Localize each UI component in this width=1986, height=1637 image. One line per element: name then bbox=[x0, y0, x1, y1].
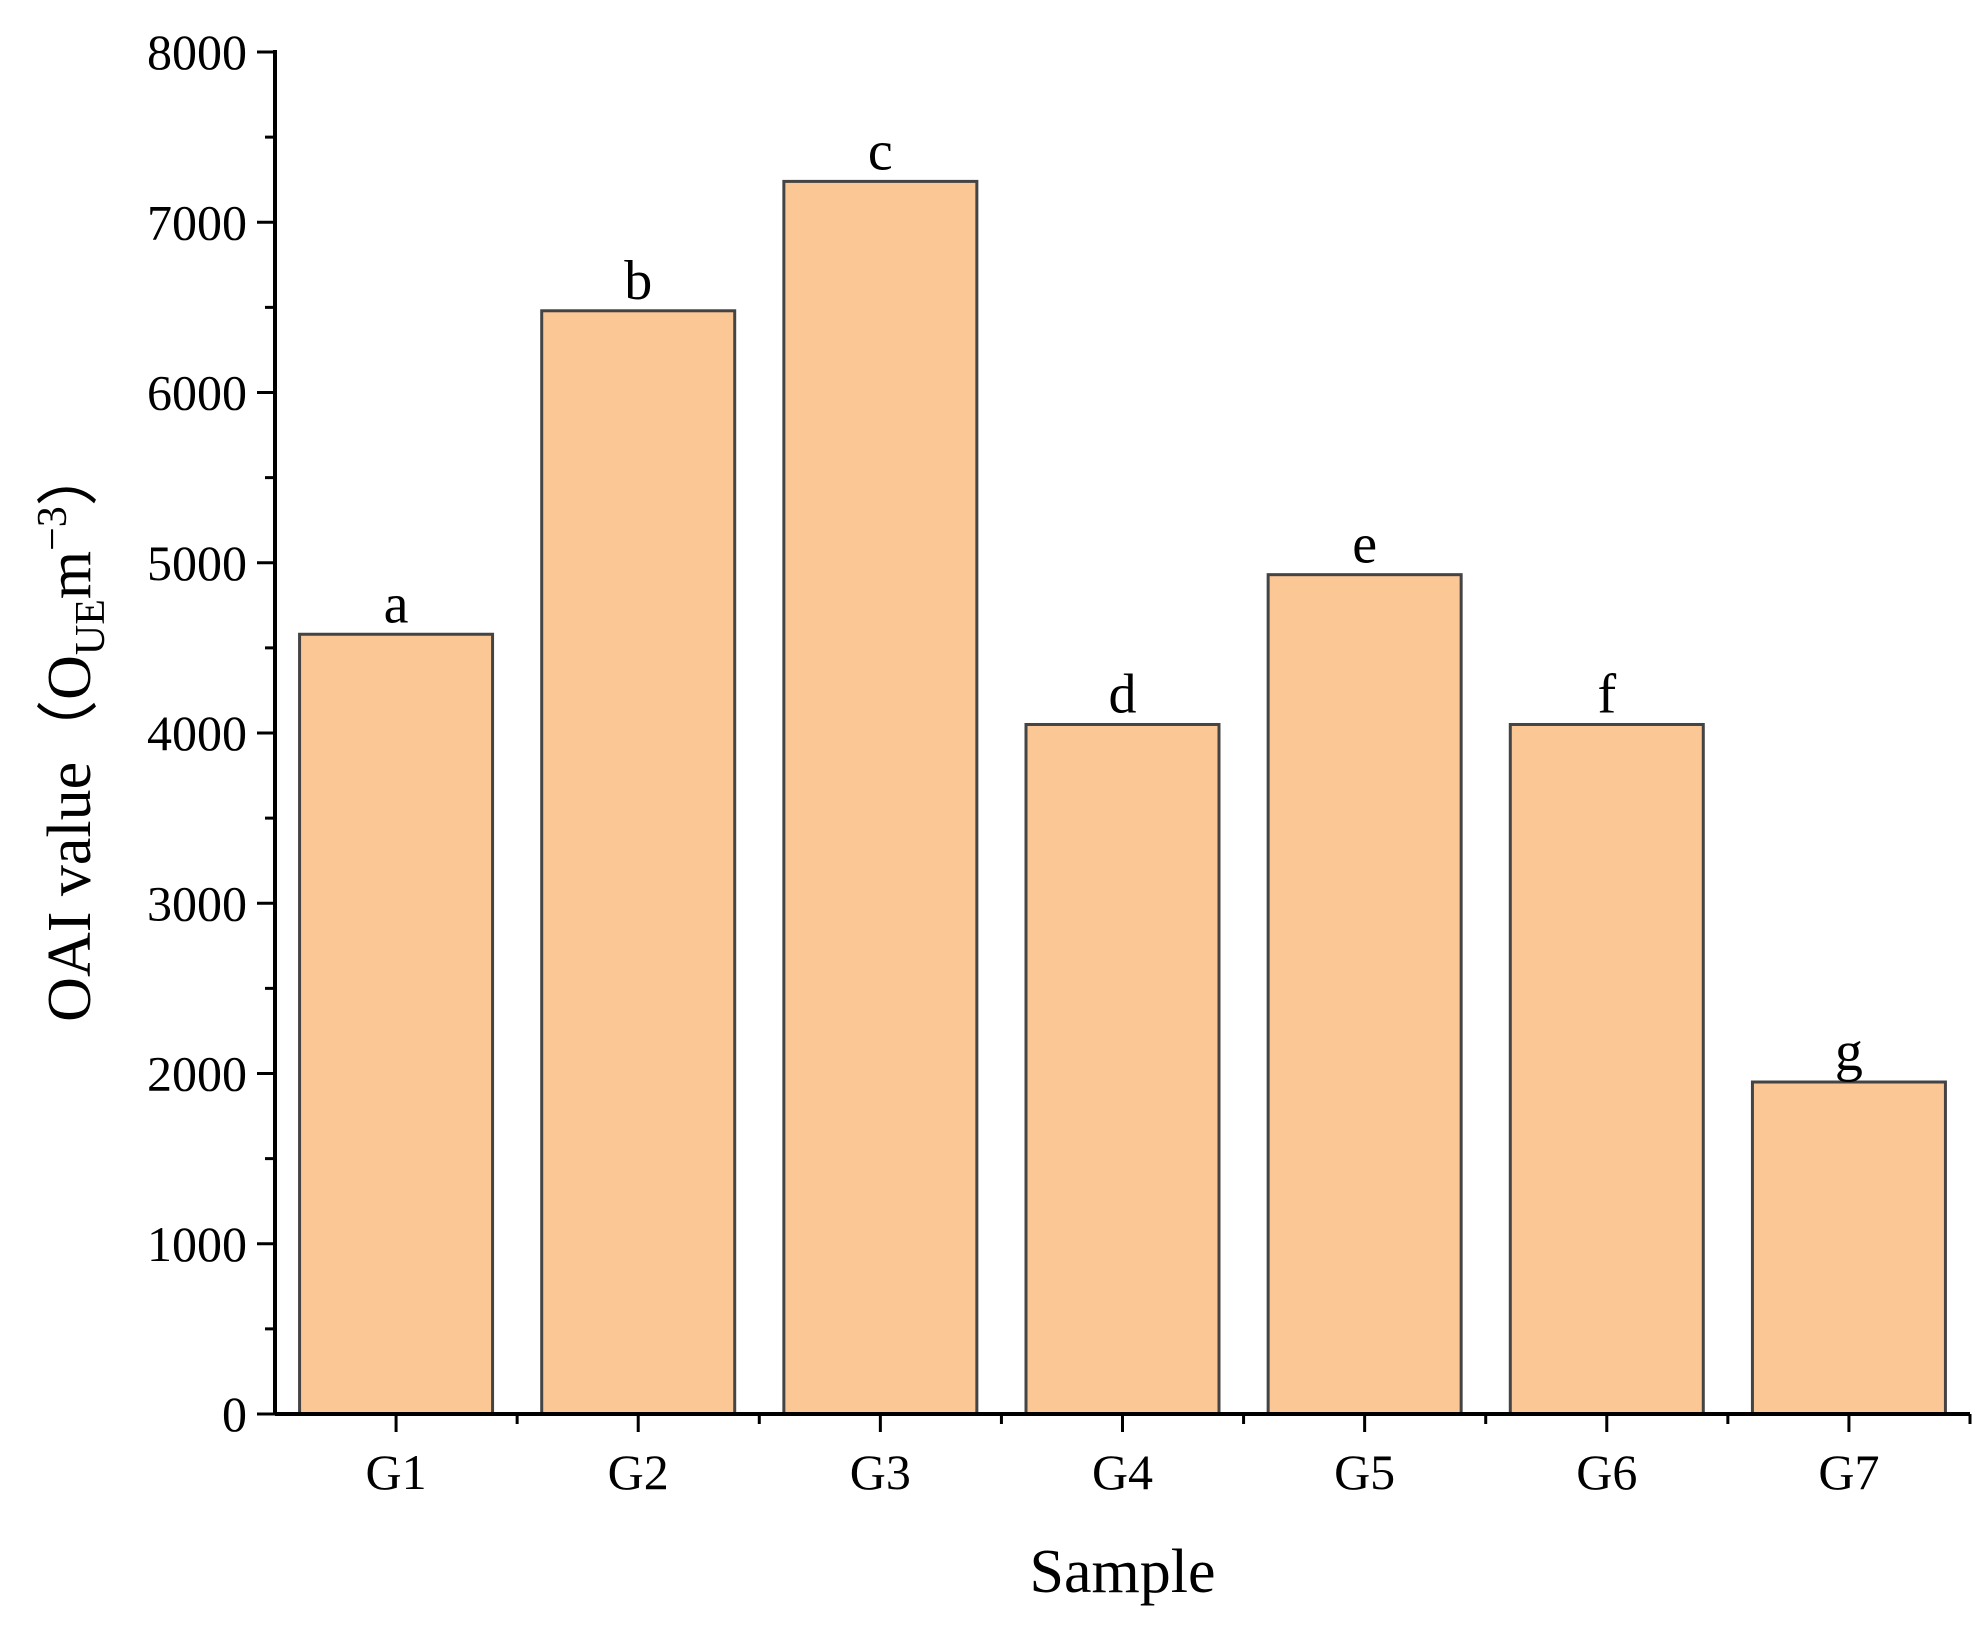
significance-label-g2: b bbox=[624, 250, 652, 312]
x-tick-label-g3: G3 bbox=[850, 1444, 911, 1500]
y-axis-title-superscript: −3 bbox=[30, 506, 76, 551]
x-tick-label-g1: G1 bbox=[366, 1444, 427, 1500]
y-axis-title-prefix: OAI value（O bbox=[36, 655, 104, 1022]
significance-label-g4: d bbox=[1109, 663, 1137, 725]
y-tick-label: 3000 bbox=[147, 875, 247, 931]
y-tick-label: 0 bbox=[222, 1386, 247, 1442]
bar-g7 bbox=[1750, 1080, 1947, 1416]
x-tick-label-g2: G2 bbox=[608, 1444, 669, 1500]
y-tick-label: 1000 bbox=[147, 1216, 247, 1272]
y-axis: 0 1000 2000 3000 4000 5000 6000 7000 8000 bbox=[147, 24, 277, 1442]
x-tick-label-g7: G7 bbox=[1818, 1444, 1879, 1500]
bar-g6 bbox=[1508, 722, 1705, 1416]
significance-label-g6: f bbox=[1597, 663, 1616, 725]
significance-label-g7: g bbox=[1835, 1021, 1863, 1083]
bars-group bbox=[298, 179, 1947, 1416]
x-tick-label-g6: G6 bbox=[1576, 1444, 1637, 1500]
significance-label-g1: a bbox=[384, 573, 409, 635]
y-axis-title: OAI value（OUEm−3） bbox=[30, 444, 114, 1022]
y-tick-label: 5000 bbox=[147, 535, 247, 591]
x-axis: G1 G2 G3 G4 G5 G6 G7 bbox=[275, 1412, 1972, 1500]
y-axis-title-suffix: ） bbox=[36, 444, 104, 506]
bar-g5 bbox=[1266, 573, 1463, 1416]
bar-g4 bbox=[1024, 722, 1221, 1416]
y-axis-title-subscript: UE bbox=[68, 599, 114, 655]
bar-g1 bbox=[298, 632, 495, 1416]
bar-g2 bbox=[540, 309, 737, 1416]
y-tick-label: 8000 bbox=[147, 24, 247, 80]
significance-labels-group: a b c d e f g bbox=[384, 120, 1863, 1083]
x-tick-label-g4: G4 bbox=[1092, 1444, 1153, 1500]
x-axis-title: Sample bbox=[1030, 1538, 1216, 1606]
y-tick-label: 7000 bbox=[147, 194, 247, 250]
significance-label-g5: e bbox=[1352, 514, 1377, 576]
significance-label-g3: c bbox=[868, 120, 893, 182]
y-axis-title-unit: m bbox=[36, 551, 104, 599]
x-tick-label-g5: G5 bbox=[1334, 1444, 1395, 1500]
y-tick-label: 4000 bbox=[147, 705, 247, 761]
y-tick-label: 2000 bbox=[147, 1046, 247, 1102]
bar-g3 bbox=[782, 179, 979, 1416]
y-tick-label: 6000 bbox=[147, 365, 247, 421]
